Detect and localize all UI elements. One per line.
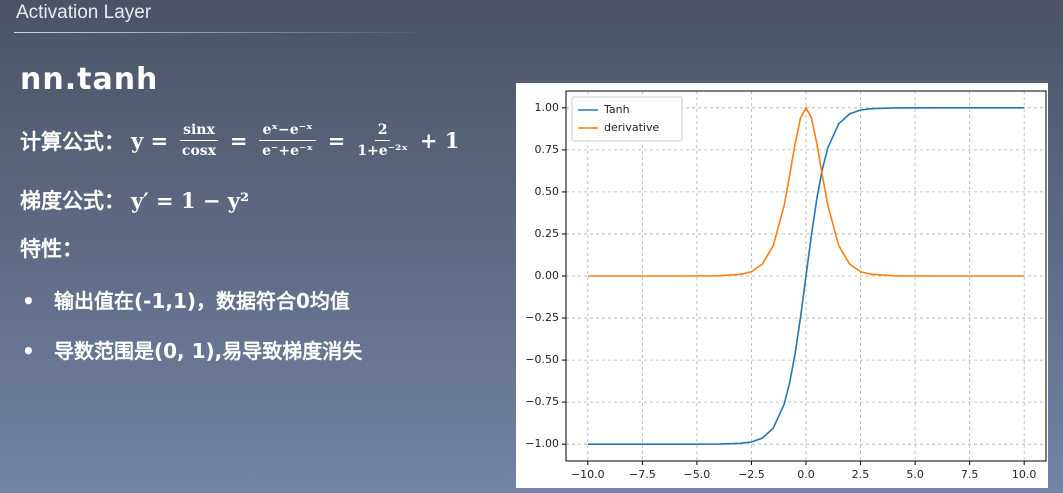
y-tick-label: −0.50 [525, 353, 559, 366]
x-tick-label: −5.0 [684, 468, 711, 481]
x-tick-label: 5.0 [906, 468, 924, 481]
numerator: eˣ−e⁻ˣ [259, 122, 316, 141]
x-tick-label: 2.5 [852, 468, 870, 481]
formula-token: = [327, 128, 346, 153]
denominator: 1+e⁻²ˣ [357, 143, 408, 159]
slide-title: Activation Layer [16, 2, 152, 23]
formula-label: 梯度公式： [20, 189, 125, 213]
x-tick-label: 0.0 [797, 468, 815, 481]
numerator: sinx [180, 122, 218, 141]
line-series [587, 107, 1025, 445]
formula-1: 计算公式： y = sinx cosx = eˣ−e⁻ˣ e⁻+e⁻ˣ = 2 1+e⁻²ˣ + … [20, 122, 465, 159]
formula-token: = [229, 128, 248, 153]
y-tick-label: 0.50 [535, 185, 560, 198]
y-tick-label: −0.25 [525, 311, 559, 324]
fraction: sinx cosx [180, 122, 218, 159]
formula-token: + 1 [419, 128, 460, 153]
bullet-item: • 导数范围是(0, 1),易导致梯度消失 [22, 339, 363, 363]
plot-frame [565, 90, 1047, 462]
bullet-text: 输出值在(-1,1)，数据符合0均值 [54, 289, 350, 313]
chart: −10.0 −7.5 −5.0 −2.5 0.0 2.5 5.0 7.5 10.0 −1.00 −0… [516, 83, 1048, 488]
x-tick-label: −7.5 [629, 468, 656, 481]
fraction: eˣ−e⁻ˣ e⁻+e⁻ˣ [259, 122, 316, 159]
line-series [587, 106, 1025, 277]
x-tick-label: 7.5 [961, 468, 979, 481]
formula-label: 计算公式： [20, 129, 125, 154]
properties-label: 特性： [20, 237, 83, 261]
formula-expr: y′ = 1 − y² [131, 187, 250, 213]
denominator: e⁻+e⁻ˣ [262, 143, 314, 159]
fraction: 2 1+e⁻²ˣ [357, 122, 408, 159]
title-rule [14, 32, 434, 33]
legend-label: Tanh [603, 103, 630, 116]
x-tick-label: 10.0 [1012, 468, 1037, 481]
y-tick-label: −0.75 [525, 395, 559, 408]
formula-2: 梯度公式： y′ = 1 − y² [20, 185, 255, 215]
y-tick-label: 0.75 [535, 143, 560, 156]
denominator: cosx [181, 143, 217, 159]
bullet-text: 导数范围是(0, 1),易导致梯度消失 [54, 339, 363, 363]
legend-label: derivative [604, 121, 659, 134]
heading: nn.tanh [20, 62, 159, 97]
y-tick-label: 0.25 [535, 227, 560, 240]
numerator: 2 [374, 122, 391, 141]
x-tick-label: −10.0 [571, 468, 605, 481]
formula-token: y = [131, 128, 169, 153]
y-tick-label: 0.00 [535, 269, 560, 282]
y-tick-label: −1.00 [525, 437, 559, 450]
x-tick-label: −2.5 [738, 468, 765, 481]
y-tick-label: 1.00 [535, 101, 560, 114]
bullet-item: • 输出值在(-1,1)，数据符合0均值 [22, 289, 350, 313]
legend-box [571, 96, 683, 142]
